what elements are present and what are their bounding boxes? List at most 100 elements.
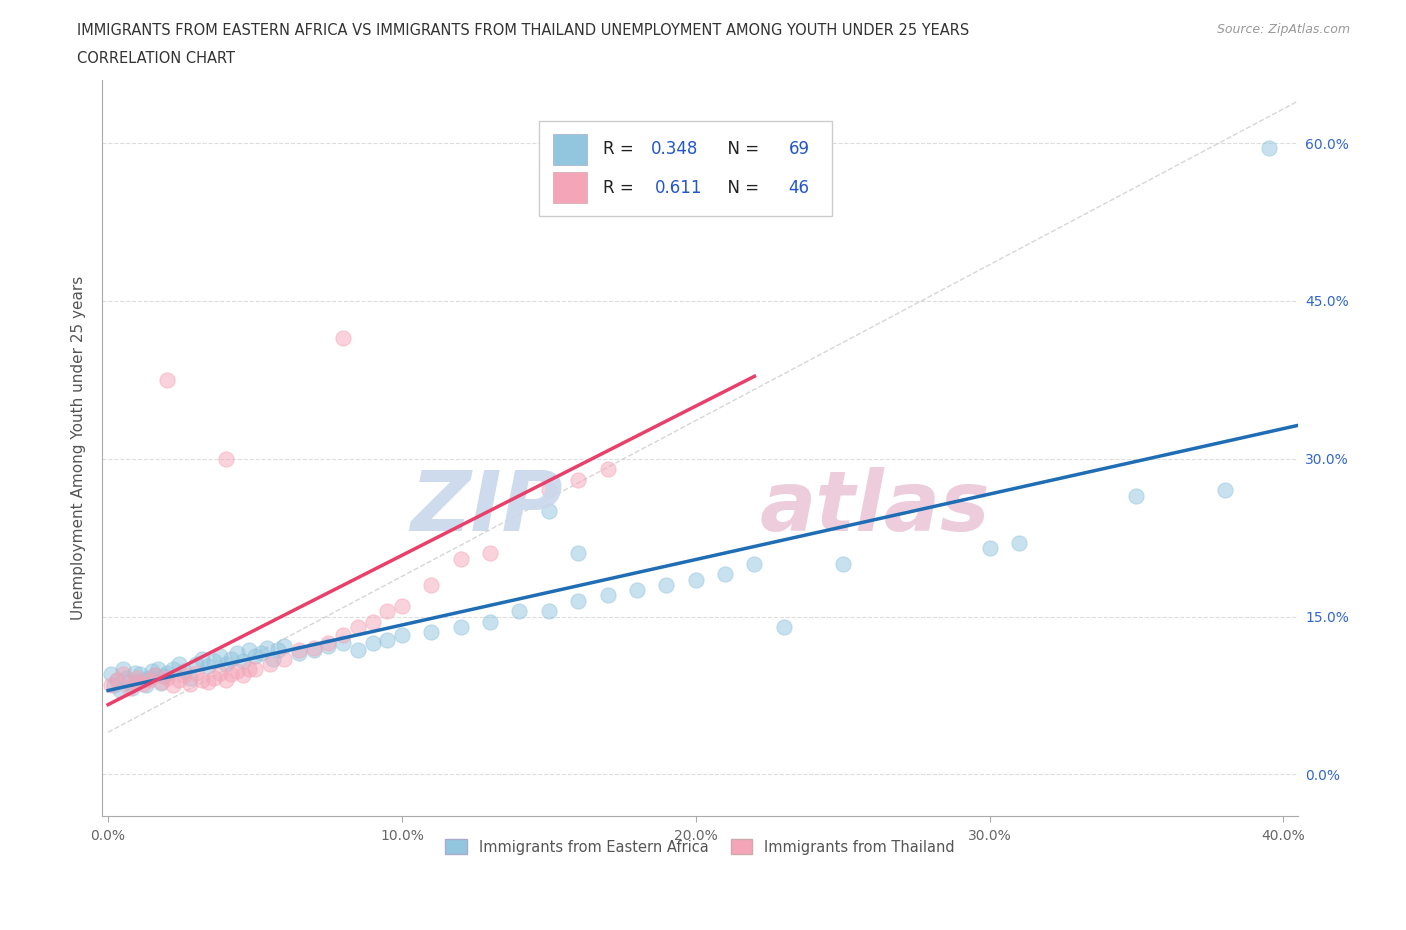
Point	[302, 643, 325, 658]
Point	[127, 674, 149, 689]
Point	[250, 646, 273, 661]
Point	[259, 657, 281, 671]
Point	[714, 567, 737, 582]
Point	[129, 667, 152, 682]
Point	[156, 666, 179, 681]
Point	[232, 668, 254, 683]
Point	[173, 664, 195, 679]
Point	[318, 639, 340, 654]
Point	[685, 199, 707, 214]
Point	[262, 651, 284, 666]
FancyBboxPatch shape	[553, 172, 586, 203]
Point	[450, 619, 472, 634]
Point	[596, 462, 619, 477]
Point	[186, 657, 208, 671]
Point	[772, 619, 794, 634]
Point	[214, 451, 236, 466]
Point	[420, 578, 443, 592]
Point	[479, 615, 502, 630]
Point	[114, 671, 136, 685]
Point	[124, 666, 146, 681]
Point	[162, 677, 184, 692]
Point	[375, 632, 398, 647]
Point	[243, 661, 266, 676]
Point	[156, 372, 179, 387]
Point	[273, 651, 295, 666]
Point	[111, 667, 134, 682]
Point	[132, 676, 155, 691]
Point	[173, 668, 195, 683]
Point	[179, 671, 201, 685]
Y-axis label: Unemployment Among Youth under 25 years: Unemployment Among Youth under 25 years	[72, 276, 86, 620]
Point	[138, 671, 160, 685]
Text: IMMIGRANTS FROM EASTERN AFRICA VS IMMIGRANTS FROM THAILAND UNEMPLOYMENT AMONG YO: IMMIGRANTS FROM EASTERN AFRICA VS IMMIGR…	[77, 23, 970, 38]
Point	[391, 628, 413, 643]
FancyBboxPatch shape	[553, 134, 586, 165]
Point	[208, 666, 231, 681]
Point	[153, 669, 176, 684]
Point	[655, 578, 678, 592]
Point	[143, 668, 166, 683]
Point	[1213, 483, 1236, 498]
Point	[143, 668, 166, 683]
Point	[596, 588, 619, 603]
Point	[202, 653, 225, 668]
Text: CORRELATION CHART: CORRELATION CHART	[77, 51, 235, 66]
Point	[332, 635, 354, 650]
Point	[979, 540, 1001, 555]
Point	[243, 649, 266, 664]
Point	[100, 677, 122, 692]
Text: ZIP: ZIP	[411, 467, 562, 548]
Point	[105, 672, 128, 687]
Point	[162, 661, 184, 676]
Point	[127, 671, 149, 685]
Point	[302, 641, 325, 656]
Point	[256, 641, 278, 656]
Point	[685, 572, 707, 587]
Point	[118, 681, 141, 696]
Point	[108, 683, 131, 698]
Point	[346, 643, 368, 658]
Point	[361, 615, 384, 630]
Point	[214, 672, 236, 687]
Point	[508, 604, 530, 618]
Point	[191, 672, 214, 687]
Point	[375, 604, 398, 618]
Point	[332, 330, 354, 345]
Point	[186, 666, 208, 681]
Text: N =: N =	[717, 179, 765, 196]
Point	[197, 674, 219, 689]
Point	[226, 664, 249, 679]
Point	[191, 651, 214, 666]
Point	[167, 672, 190, 687]
Point	[273, 639, 295, 654]
Point	[179, 676, 201, 691]
Point	[1125, 488, 1147, 503]
Text: 0.348: 0.348	[651, 140, 699, 158]
Point	[1008, 536, 1031, 551]
Point	[238, 643, 260, 658]
Point	[118, 674, 141, 689]
Point	[232, 653, 254, 668]
Point	[537, 504, 560, 519]
Point	[346, 619, 368, 634]
Point	[149, 674, 172, 689]
Point	[149, 675, 172, 690]
Point	[156, 671, 179, 685]
Point	[361, 635, 384, 650]
Point	[391, 599, 413, 614]
Point	[479, 546, 502, 561]
Point	[1257, 141, 1279, 156]
Point	[208, 649, 231, 664]
Point	[567, 472, 589, 487]
Point	[100, 667, 122, 682]
Legend: Immigrants from Eastern Africa, Immigrants from Thailand: Immigrants from Eastern Africa, Immigran…	[440, 833, 960, 860]
Point	[450, 551, 472, 566]
Point	[537, 604, 560, 618]
Point	[221, 651, 243, 666]
Text: Source: ZipAtlas.com: Source: ZipAtlas.com	[1216, 23, 1350, 36]
Point	[141, 664, 163, 679]
Text: R =: R =	[603, 140, 640, 158]
Point	[103, 677, 125, 692]
Point	[121, 681, 143, 696]
